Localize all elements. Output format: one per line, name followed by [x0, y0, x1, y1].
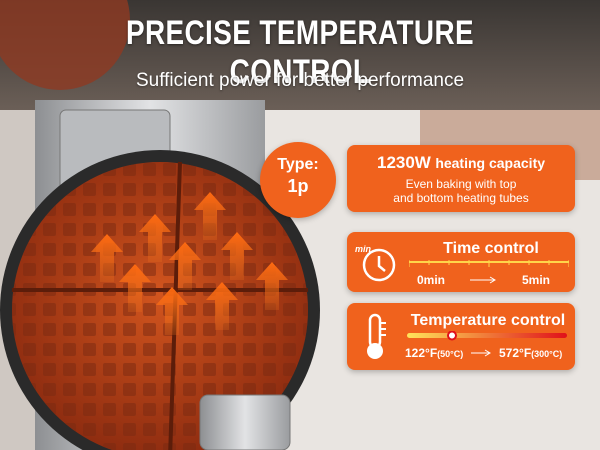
time-card: min Time control 0min 5min [347, 232, 575, 292]
power-card: 1230W heating capacity Even baking with … [347, 145, 575, 212]
temp-to-note: (300°C) [531, 349, 563, 359]
card-line: Even baking with top [405, 177, 517, 191]
temp-from-note: (50°C) [437, 349, 464, 359]
temp-to: 572°F(300°C) [499, 346, 562, 360]
badge-value: 1p [287, 176, 309, 196]
temp-from: 122°F(50°C) [405, 346, 463, 360]
range-arrow [470, 276, 496, 284]
range-arrow [471, 349, 491, 357]
badge-label: Type: [277, 156, 319, 173]
type-badge: Type: 1p [260, 142, 336, 218]
time-to: 5min [522, 273, 551, 287]
time-ruler [409, 260, 569, 267]
subtitle: Sufficient power for better performance [135, 70, 465, 91]
temp-from-value: 122°F [405, 346, 438, 360]
card-title: 1230W [376, 153, 431, 172]
thermometer-icon [367, 313, 386, 359]
temperature-bar [407, 331, 567, 341]
clock-icon: min [355, 244, 396, 282]
card-title: Temperature control [410, 312, 566, 329]
time-from: 0min [417, 273, 446, 287]
card-title: Time control [443, 240, 539, 257]
card-line: and bottom heating tubes [393, 191, 529, 205]
card-title-suffix: heating capacity [435, 155, 546, 171]
temperature-card: Temperature control 122°F(50°C) 572°F(30… [347, 303, 575, 370]
title: PRECISE TEMPERATURE CONTROL [125, 14, 475, 91]
icon-label: min [355, 244, 372, 254]
temp-to-value: 572°F [499, 346, 532, 360]
